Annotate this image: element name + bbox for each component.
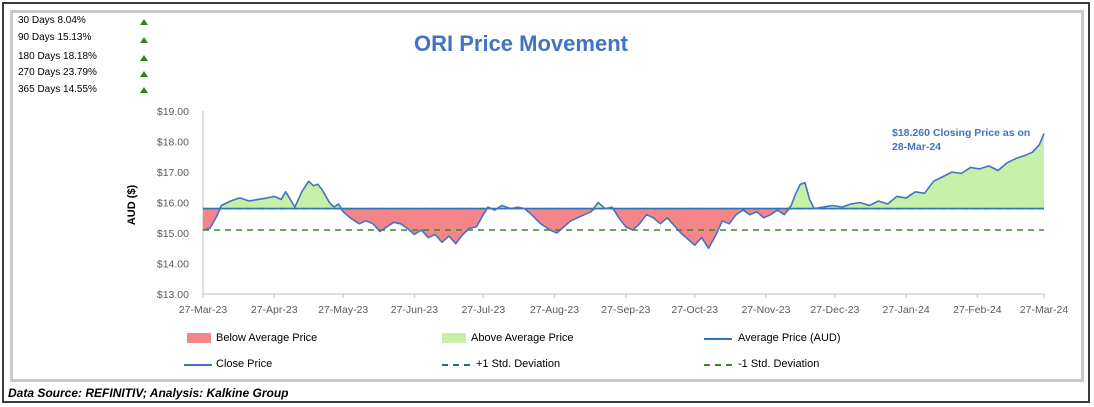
x-tick-label: 27-Sep-23 bbox=[601, 304, 650, 316]
x-tick-label: 27-Mar-23 bbox=[179, 304, 228, 316]
annotation-line-1: $18.260 Closing Price as on bbox=[892, 127, 1031, 139]
annotation-line-2: 28-Mar-24 bbox=[892, 141, 942, 153]
legend-swatch-minus-std bbox=[704, 364, 732, 366]
legend-swatch-average bbox=[704, 338, 732, 340]
return-180-days: 180 Days 18.18% bbox=[18, 51, 97, 62]
x-tick-label: 27-Mar-24 bbox=[1020, 304, 1069, 316]
x-tick-label: 27-Jan-24 bbox=[882, 304, 929, 316]
return-270-days: 270 Days 23.79% bbox=[18, 67, 97, 78]
y-tick-label: $17.00 bbox=[157, 167, 189, 179]
y-tick-label: $18.00 bbox=[157, 137, 189, 149]
x-tick-label: 27-Nov-23 bbox=[741, 304, 790, 316]
y-tick-label: $13.00 bbox=[157, 289, 189, 301]
legend-average-price: Average Price (AUD) bbox=[738, 332, 841, 344]
below-average-area bbox=[203, 208, 1044, 249]
x-tick-label: 27-Jul-23 bbox=[461, 304, 505, 316]
x-tick-label: 27-Feb-24 bbox=[953, 304, 1002, 316]
close-price-line bbox=[202, 133, 1045, 250]
y-tick-label: $14.00 bbox=[157, 259, 189, 271]
legend-swatch-close bbox=[184, 364, 212, 366]
x-tick-label: 27-Dec-23 bbox=[810, 304, 859, 316]
y-tick-label: $15.00 bbox=[157, 228, 189, 240]
x-tick-label: 27-May-23 bbox=[318, 304, 368, 316]
return-30-days: 30 Days 8.04% bbox=[18, 15, 86, 26]
x-tick-label: 27-Jun-23 bbox=[391, 304, 438, 316]
legend-above-average: Above Average Price bbox=[471, 332, 574, 344]
x-tick-label: 27-Aug-23 bbox=[530, 304, 579, 316]
return-365-days: 365 Days 14.55% bbox=[18, 84, 97, 95]
y-tick-label: $19.00 bbox=[157, 106, 189, 118]
legend-swatch-below bbox=[187, 333, 211, 343]
y-tick-label: $16.00 bbox=[157, 198, 189, 210]
up-arrow-icon bbox=[140, 71, 148, 77]
up-arrow-icon bbox=[140, 87, 148, 93]
chart-title: ORI Price Movement bbox=[414, 31, 628, 56]
up-arrow-icon bbox=[140, 19, 148, 25]
x-tick-label: 27-Oct-23 bbox=[671, 304, 718, 316]
legend-plus-std: +1 Std. Deviation bbox=[476, 358, 561, 370]
legend-swatch-above bbox=[442, 333, 466, 343]
closing-price-annotation: $18.260 Closing Price as on 28-Mar-24 bbox=[892, 126, 1042, 154]
legend-below-average: Below Average Price bbox=[216, 332, 318, 344]
above-average-area bbox=[203, 133, 1044, 209]
chart-panel bbox=[10, 10, 1084, 382]
return-90-days: 90 Days 15.13% bbox=[18, 32, 92, 43]
x-tick-label: 27-Apr-23 bbox=[251, 304, 298, 316]
legend-minus-std: -1 Std. Deviation bbox=[738, 358, 820, 370]
data-source-note: Data Source: REFINITIV; Analysis: Kalkin… bbox=[8, 386, 289, 400]
legend-swatch-plus-std bbox=[442, 364, 470, 366]
up-arrow-icon bbox=[140, 37, 148, 43]
up-arrow-icon bbox=[140, 55, 148, 61]
legend-close-price: Close Price bbox=[216, 358, 273, 370]
